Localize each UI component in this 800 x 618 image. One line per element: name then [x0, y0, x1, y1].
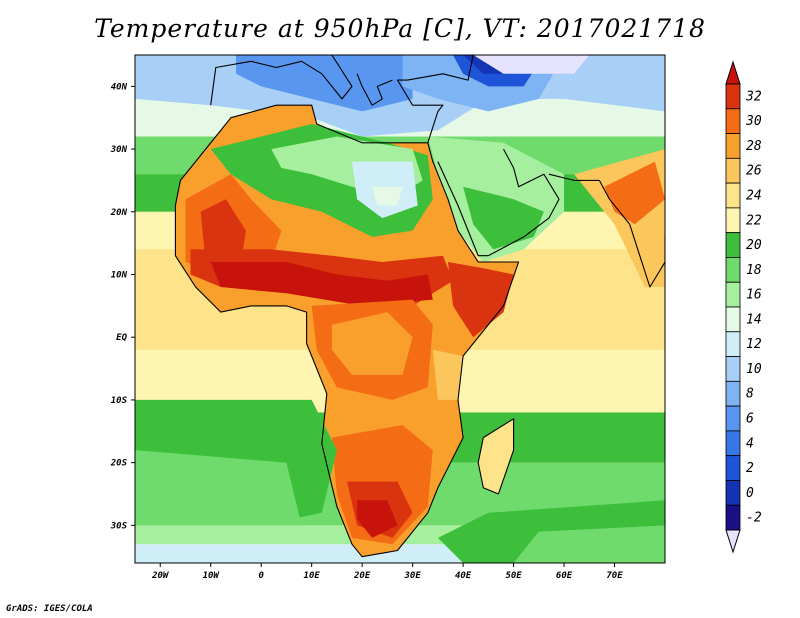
coastline-india	[548, 173, 665, 288]
x-tick-label: 40E	[455, 571, 472, 581]
y-tick-label: 10N	[111, 271, 128, 281]
colorbar-label: 4	[746, 436, 754, 451]
coastline-africa	[174, 104, 520, 558]
colorbar-over-triangle	[725, 60, 741, 85]
field-south-indian-cool	[513, 525, 665, 563]
colorbar-label: 18	[746, 263, 762, 278]
coastline-arabia	[437, 148, 560, 257]
colorbar-segment	[725, 133, 741, 159]
colorbar-segment	[725, 480, 741, 506]
field-horn	[448, 262, 514, 338]
colorbar-label: 24	[746, 189, 762, 204]
field-sahel-hottest	[210, 262, 433, 306]
y-tick-label: 10S	[111, 396, 128, 406]
coastline-levant	[396, 55, 474, 143]
x-tick-label: 0	[258, 571, 264, 581]
colorbar-segment	[725, 306, 741, 333]
colorbar-label: 16	[746, 288, 762, 303]
coastline-greece	[356, 73, 393, 106]
map-axes: 20W 10W 0 10E 20E 30E 40E 50E 60E 70E 40N 30N 20N 10N…	[110, 82, 623, 581]
colorbar-segment	[725, 455, 741, 481]
colorbar-segment	[725, 380, 741, 407]
field-egypt-core	[372, 186, 403, 206]
colorbar-label: 6	[746, 412, 754, 427]
field-under	[473, 55, 590, 74]
map-title: Temperature at 950hPa [C], VT: 201702171…	[94, 14, 706, 43]
grads-credit: GrADS: IGES/COLA	[6, 604, 93, 614]
colorbar-label: 30	[745, 114, 762, 129]
field-india-hot	[604, 161, 665, 225]
x-tick-label: 30E	[403, 571, 421, 581]
colorbar-label: 2	[746, 461, 754, 476]
colorbar-label: 28	[746, 139, 762, 154]
field-congo	[331, 312, 413, 375]
y-tick-label: EQ	[116, 333, 127, 343]
colorbar-label: 8	[746, 387, 754, 402]
colorbar-segment	[725, 405, 741, 432]
y-tick-label: 40N	[111, 82, 128, 92]
x-tick-label: 60E	[556, 571, 573, 581]
temperature-field	[135, 55, 665, 563]
colorbar-label: 10	[746, 362, 762, 377]
colorbar-label: 32	[745, 89, 762, 104]
x-tick-label: 10E	[304, 571, 321, 581]
x-tick-label: 20E	[353, 571, 371, 581]
field-kalahari-hottest	[357, 500, 398, 538]
colorbar-segment	[725, 430, 741, 457]
colorbar-under-triangle	[725, 529, 741, 554]
colorbar-segment	[725, 504, 741, 531]
colorbar-label: 20	[746, 238, 762, 253]
colorbar-label: 14	[746, 312, 762, 327]
coastline-iberia-italy	[210, 55, 353, 106]
colorbar-segment	[725, 232, 741, 258]
colorbar-segment	[725, 157, 741, 184]
colorbar-segment	[725, 83, 741, 110]
map-frame	[134, 54, 666, 564]
colorbar-segment	[725, 182, 741, 209]
colorbar-label: 22	[746, 213, 762, 228]
x-tick-label: 10W	[203, 571, 221, 581]
field-south-atlantic-cool	[135, 450, 302, 526]
y-tick-label: 20S	[110, 459, 128, 469]
y-tick-label: 20N	[110, 208, 128, 218]
colorbar-label: 0	[746, 486, 754, 501]
field-west-hotter	[200, 199, 246, 262]
colorbar-segment	[725, 356, 741, 382]
field-arabia-warm	[463, 186, 544, 250]
colorbar-segment	[725, 207, 741, 234]
coastline-madagascar	[477, 418, 515, 495]
colorbar-segment	[725, 257, 741, 283]
field-east-coast	[432, 349, 464, 400]
coastlines	[174, 55, 665, 558]
colorbar-label: -2	[746, 511, 762, 526]
colorbar-segment	[725, 281, 741, 308]
colorbar-label: 12	[746, 337, 762, 352]
colorbar-segment	[725, 331, 741, 357]
x-tick-label: 70E	[606, 571, 623, 581]
colorbar-label: 26	[746, 164, 762, 179]
x-tick-label: 50E	[505, 571, 522, 581]
y-tick-label: 30N	[110, 145, 128, 155]
y-tick-label: 30S	[110, 521, 128, 531]
colorbar-segment	[725, 108, 741, 134]
x-tick-label: 20W	[151, 571, 170, 581]
